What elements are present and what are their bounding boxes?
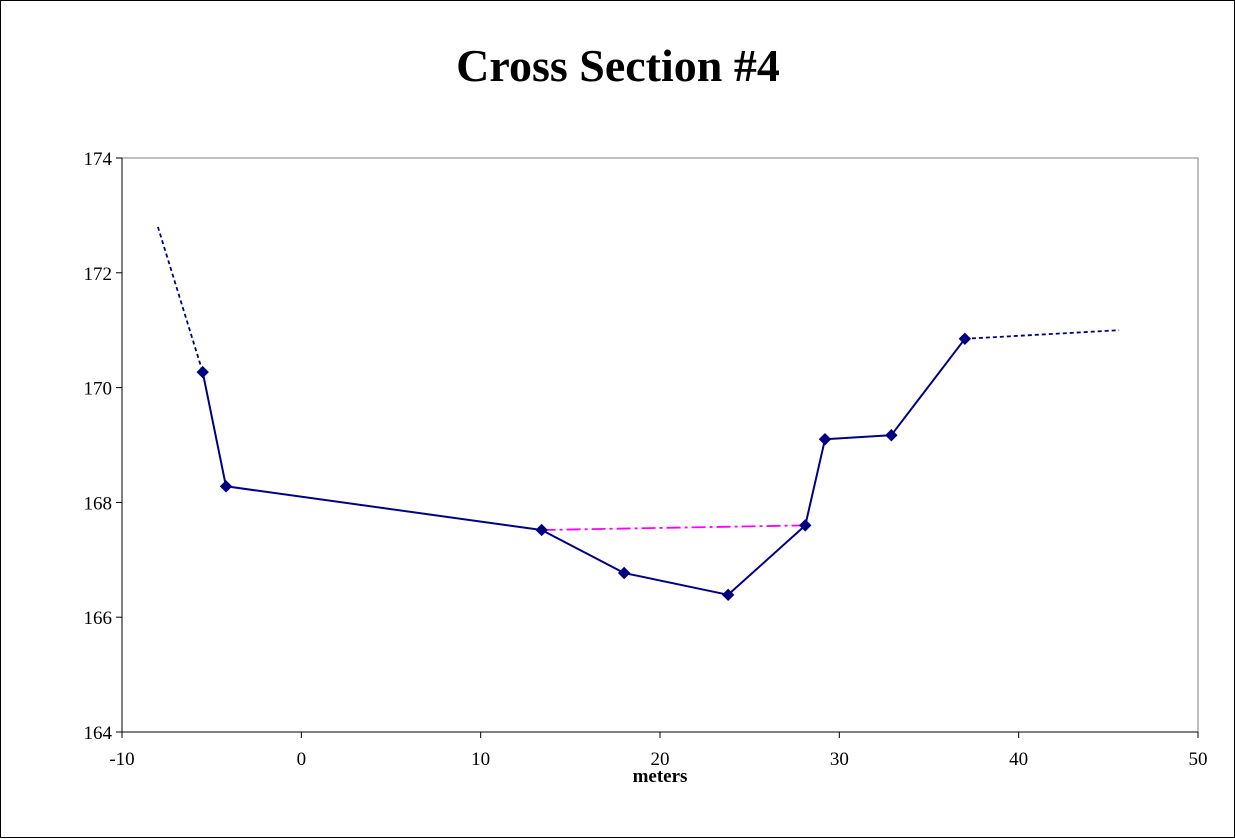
- series-right-extension: [964, 329, 1120, 340]
- data-point-marker: [818, 433, 832, 446]
- x-axis: -10 0 10 20 30 40 50: [109, 731, 1208, 770]
- data-point-marker: [535, 523, 548, 537]
- data-point-marker: [885, 429, 898, 442]
- plot-area: [121, 157, 1199, 733]
- data-point-marker: [617, 566, 631, 580]
- x-tick-label: 40: [1009, 749, 1028, 770]
- series-layer: [157, 226, 1120, 596]
- y-tick-label: 164: [84, 723, 113, 744]
- x-tick-label: 10: [471, 749, 490, 770]
- x-tick-label: -10: [109, 749, 134, 770]
- series-left-extension: [157, 226, 204, 373]
- marker-layer: [196, 332, 972, 602]
- x-tick-label: 50: [1189, 749, 1208, 770]
- x-tick-label: 20: [651, 749, 670, 770]
- y-tick-label: 166: [84, 608, 113, 629]
- y-tick-label: 168: [84, 493, 113, 514]
- y-axis: 164 166 168 170 172 174: [84, 149, 123, 744]
- y-tick-label: 172: [84, 264, 113, 285]
- series-surveyed: [201, 338, 966, 596]
- x-tick-label: 30: [830, 749, 849, 770]
- data-point-marker: [196, 365, 209, 379]
- data-point-marker: [958, 332, 972, 346]
- data-point-marker: [219, 480, 233, 493]
- data-point-marker: [721, 588, 735, 602]
- y-tick-label: 174: [84, 149, 113, 170]
- x-axis-title: meters: [633, 766, 688, 787]
- y-tick-label: 170: [84, 379, 113, 400]
- chart-title: Cross Section #4: [456, 40, 780, 91]
- x-tick-label: 0: [297, 749, 307, 770]
- series-water-surface: [541, 524, 806, 531]
- data-point-marker: [799, 519, 812, 532]
